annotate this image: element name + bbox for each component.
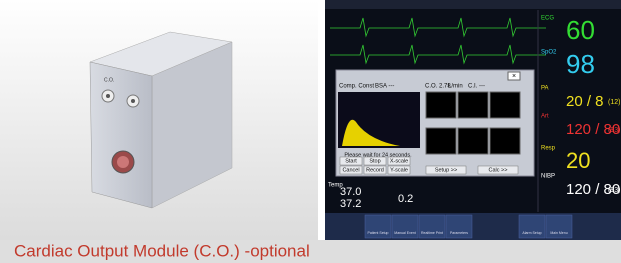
param-label: SpO2 xyxy=(541,50,557,56)
toolbar-label[interactable]: Alarm Setup xyxy=(522,231,541,235)
dialog-button-label[interactable]: X-scale xyxy=(390,158,408,164)
toolbar-label[interactable]: Parameters xyxy=(450,231,468,235)
toolbar-label[interactable]: Main Menu xyxy=(550,231,567,235)
toolbar-label[interactable]: Patient Setup xyxy=(367,231,388,235)
param-value: 98 xyxy=(566,49,595,79)
dialog-button-label[interactable]: Record xyxy=(366,167,384,173)
param-value: 20 / 8 xyxy=(566,93,604,110)
dialog-header: L/min xyxy=(448,84,463,90)
dialog-button-label[interactable]: Stop xyxy=(369,158,380,164)
dialog-header: C.I. --- xyxy=(468,84,485,90)
param-label: Art xyxy=(541,114,549,120)
temp-delta: 0.2 xyxy=(398,193,413,205)
dialog-button-label[interactable]: Cancel xyxy=(342,167,359,173)
param-value: 20 xyxy=(566,148,590,173)
top-bar xyxy=(325,0,621,9)
dialog-button-label[interactable]: Setup >> xyxy=(435,167,457,173)
param-label: Resp xyxy=(541,146,556,152)
param-label: ECG xyxy=(541,16,554,22)
caption: Cardiac Output Module (C.O.) -optional xyxy=(14,241,310,260)
dialog-header: BSA --- xyxy=(375,84,394,90)
dialog-button-label[interactable]: Start xyxy=(345,158,357,164)
dialog-header: Comp. Const xyxy=(339,84,374,90)
temp-t1: 37.0 xyxy=(340,186,361,198)
param-label: NIBP xyxy=(541,174,555,180)
dialog-button-label[interactable]: Y-scale xyxy=(390,167,408,173)
temp-t2: 37.2 xyxy=(340,198,361,210)
param-mean: (93) xyxy=(608,187,620,194)
param-mean: (12) xyxy=(608,99,620,106)
screenshot: C.O. ECG60SpO298PA20 / 8(12)Art120 / 80(… xyxy=(0,0,621,263)
toolbar-label[interactable]: Realtime Print xyxy=(421,231,443,235)
param-mean: (93) xyxy=(608,127,620,134)
param-value: 60 xyxy=(566,15,595,45)
svg-text:×: × xyxy=(512,73,516,80)
toolbar-label[interactable]: Manual Event xyxy=(394,231,415,235)
page: {"caption": "Cardiac Output Module (C.O.… xyxy=(0,0,621,263)
device-label: C.O. xyxy=(104,77,114,83)
param-label: PA xyxy=(541,86,549,92)
dialog-button-label[interactable]: Calc >> xyxy=(489,167,508,173)
